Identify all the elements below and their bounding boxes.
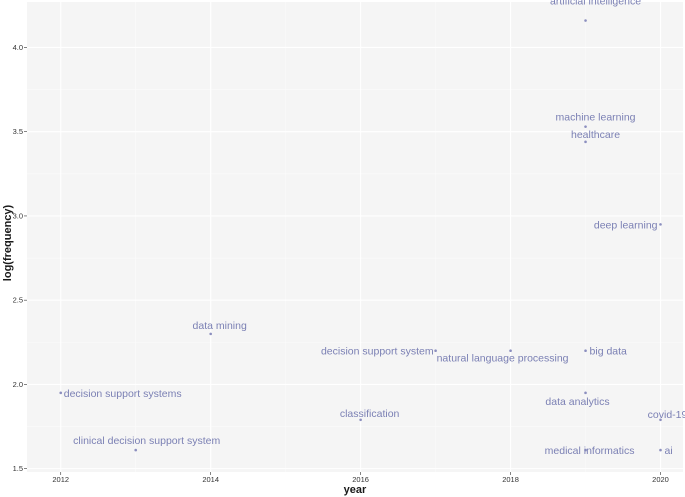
y-tick-label: 2.5 (13, 296, 23, 305)
point-label: decision support systems (64, 388, 182, 400)
data-point (659, 223, 662, 226)
x-tick-label: 2012 (52, 475, 69, 484)
point-label: classification (340, 408, 400, 420)
point-label: data mining (193, 320, 247, 332)
y-tick-label: 3.5 (13, 127, 23, 136)
point-label: medical informatics (545, 445, 635, 457)
x-axis-title: year (344, 484, 367, 496)
point-label: artificial intelligence (550, 0, 641, 8)
point-label: natural language processing (437, 353, 569, 365)
data-point (359, 418, 362, 422)
x-tick-label: 2020 (652, 475, 669, 484)
point-label: deep learning (594, 219, 658, 231)
data-point (584, 140, 587, 144)
point-label: healthcare (571, 129, 620, 141)
x-tick-label: 2016 (352, 475, 369, 484)
point-label: decision support system (321, 346, 434, 358)
data-point (584, 125, 587, 128)
data-point (584, 391, 587, 395)
point-label: ai (665, 445, 673, 457)
y-tick-label: 4.0 (13, 43, 23, 52)
data-point (584, 349, 587, 353)
data-point (659, 418, 662, 422)
data-point (134, 448, 138, 452)
data-point (209, 332, 212, 336)
minor-gridlines (27, 2, 683, 472)
point-label: machine learning (556, 112, 636, 124)
point-label: data analytics (545, 396, 609, 408)
data-point (659, 448, 662, 452)
y-tick-label: 1.5 (13, 464, 23, 473)
x-tick-label: 2018 (502, 475, 519, 484)
y-tick-label: 3.0 (13, 211, 23, 220)
point-labels: artificial intelligence machine learning h… (64, 0, 685, 457)
panel-background (27, 2, 683, 472)
point-label: clinical decision support system (73, 435, 220, 447)
data-point (584, 448, 587, 452)
data-point (509, 349, 512, 353)
point-label: big data (590, 346, 628, 358)
x-axis: 2012 2014 2016 2018 2020 (52, 472, 669, 484)
data-point (434, 349, 437, 353)
point-label: covid-19 (648, 409, 685, 421)
y-axis-title: log(frequency) (2, 204, 14, 281)
data-points (59, 19, 662, 452)
y-axis: 1.5 2.0 2.5 3.0 3.5 4.0 (13, 43, 27, 473)
data-point (584, 19, 587, 22)
x-tick-label: 2014 (202, 475, 219, 484)
data-point (59, 391, 63, 395)
y-tick-label: 2.0 (13, 380, 23, 389)
